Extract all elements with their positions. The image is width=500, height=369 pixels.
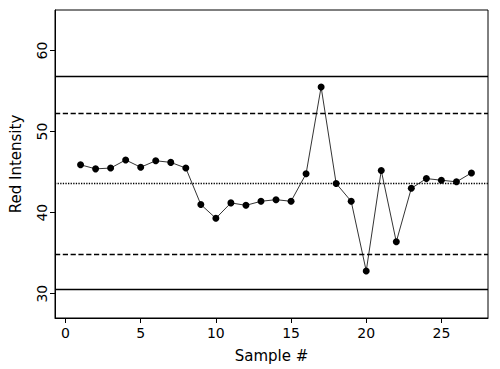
svg-text:Sample #: Sample # bbox=[235, 347, 309, 365]
svg-text:15: 15 bbox=[282, 325, 300, 341]
svg-text:20: 20 bbox=[357, 325, 375, 341]
svg-text:10: 10 bbox=[207, 325, 225, 341]
svg-text:0: 0 bbox=[61, 325, 70, 341]
svg-text:5: 5 bbox=[136, 325, 145, 341]
svg-text:30: 30 bbox=[34, 285, 50, 303]
svg-text:40: 40 bbox=[34, 204, 50, 222]
svg-text:60: 60 bbox=[34, 42, 50, 60]
svg-text:Red Intensity: Red Intensity bbox=[7, 115, 25, 214]
svg-text:25: 25 bbox=[432, 325, 450, 341]
svg-text:50: 50 bbox=[34, 123, 50, 141]
